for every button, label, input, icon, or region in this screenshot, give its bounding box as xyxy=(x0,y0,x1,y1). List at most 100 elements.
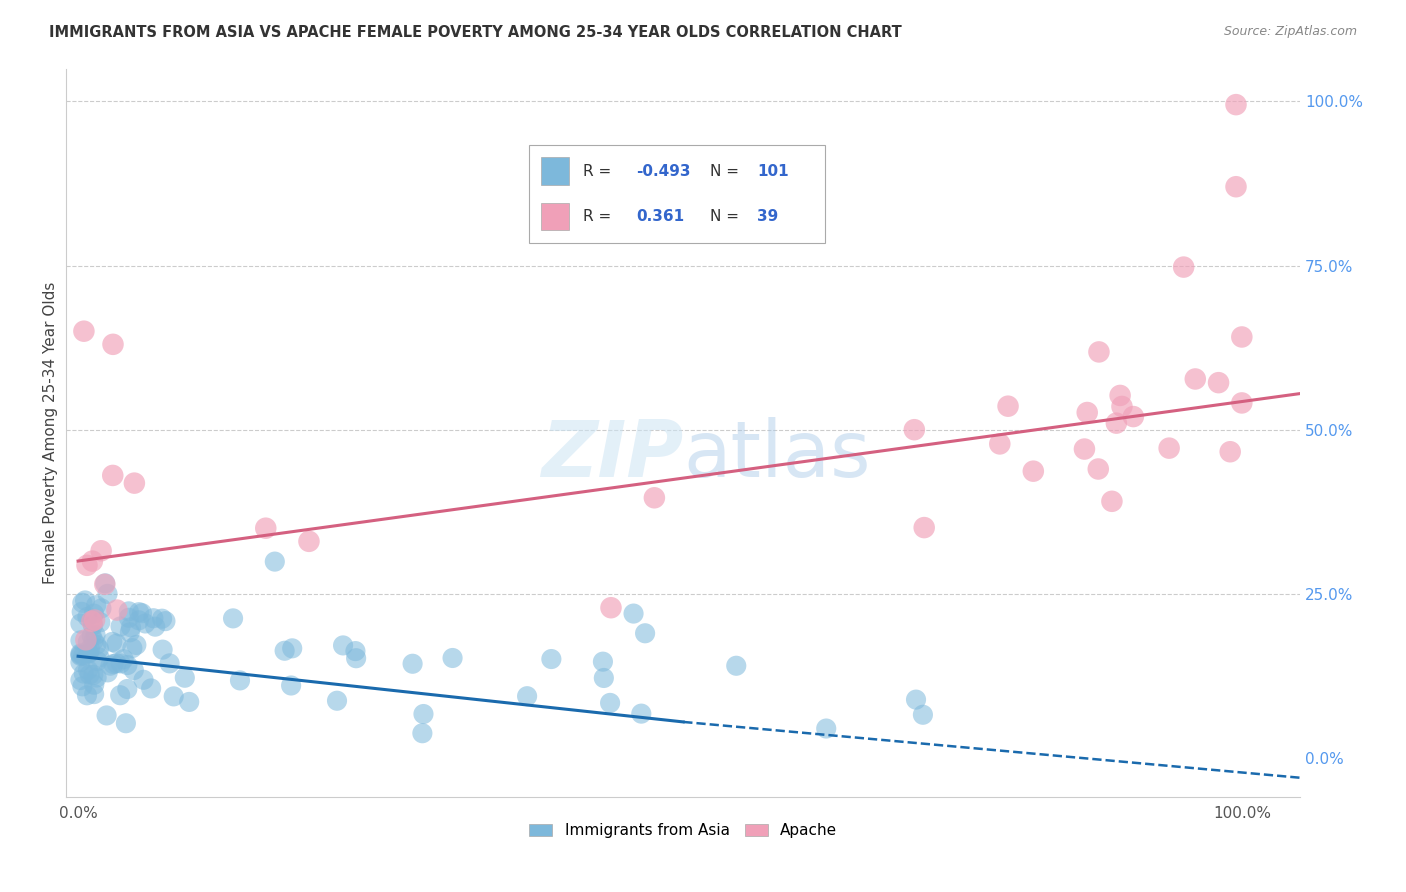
Point xyxy=(69,633,91,648)
Point xyxy=(69,673,91,687)
Point xyxy=(1230,330,1253,344)
Point xyxy=(592,655,614,669)
Point xyxy=(1122,409,1144,424)
Point xyxy=(105,657,128,671)
Point xyxy=(77,647,100,661)
Point xyxy=(1173,260,1195,274)
Point xyxy=(411,726,433,740)
Point xyxy=(163,690,186,704)
Point xyxy=(73,666,96,681)
Legend: Immigrants from Asia, Apache: Immigrants from Asia, Apache xyxy=(523,817,844,845)
Point xyxy=(143,620,166,634)
Point xyxy=(1022,464,1045,478)
Point xyxy=(90,543,112,558)
Point xyxy=(110,657,132,671)
Point xyxy=(76,635,98,649)
Point xyxy=(179,695,201,709)
Point xyxy=(344,651,367,665)
Point xyxy=(1219,444,1241,458)
Point xyxy=(101,468,124,483)
Point xyxy=(173,671,195,685)
Point xyxy=(630,706,652,721)
Point xyxy=(124,476,146,491)
Point xyxy=(142,611,165,625)
Point xyxy=(1225,179,1247,194)
Point xyxy=(412,706,434,721)
Point xyxy=(122,663,145,677)
Y-axis label: Female Poverty Among 25-34 Year Olds: Female Poverty Among 25-34 Year Olds xyxy=(44,282,58,584)
Point xyxy=(108,688,131,702)
Point xyxy=(155,614,177,628)
Point xyxy=(76,688,98,702)
Text: 0.361: 0.361 xyxy=(637,209,685,224)
Point xyxy=(815,722,838,736)
Point xyxy=(159,657,181,671)
Point xyxy=(139,681,162,696)
Point xyxy=(592,671,614,685)
Point xyxy=(69,648,91,663)
Point xyxy=(1101,494,1123,508)
Point xyxy=(125,638,148,652)
Point xyxy=(599,696,621,710)
Point xyxy=(77,646,100,660)
Point xyxy=(132,673,155,687)
Point xyxy=(70,605,93,619)
Point xyxy=(1159,441,1181,455)
Point xyxy=(128,605,150,619)
Point xyxy=(1225,97,1247,112)
Point xyxy=(401,657,423,671)
Point xyxy=(150,612,173,626)
Point xyxy=(120,620,142,634)
Point xyxy=(1073,442,1095,456)
Point xyxy=(105,603,128,617)
Point xyxy=(76,610,98,624)
Point xyxy=(1076,405,1098,419)
Point xyxy=(83,678,105,692)
Point xyxy=(903,423,925,437)
Point xyxy=(912,520,935,534)
Point xyxy=(997,399,1019,413)
Text: Source: ZipAtlas.com: Source: ZipAtlas.com xyxy=(1223,25,1357,38)
Text: 101: 101 xyxy=(758,164,789,178)
Point xyxy=(332,639,354,653)
Point xyxy=(97,665,120,680)
Point xyxy=(152,642,174,657)
Point xyxy=(82,668,104,682)
Point xyxy=(623,607,645,621)
Point xyxy=(84,628,107,642)
Point xyxy=(69,648,91,662)
Point xyxy=(94,576,117,591)
Point xyxy=(105,637,128,651)
Point xyxy=(72,596,94,610)
Point xyxy=(87,641,110,656)
Point xyxy=(100,658,122,673)
Point xyxy=(86,638,108,652)
Point xyxy=(80,629,103,643)
Point xyxy=(229,673,252,688)
Point xyxy=(128,613,150,627)
Point xyxy=(89,615,111,630)
Point xyxy=(86,671,108,685)
Point xyxy=(1184,372,1206,386)
Point xyxy=(101,635,124,649)
Text: N =: N = xyxy=(710,209,744,224)
Point xyxy=(83,687,105,701)
Point xyxy=(1088,345,1111,359)
Point xyxy=(76,558,98,573)
Point xyxy=(263,555,285,569)
Point xyxy=(516,689,538,703)
Point xyxy=(96,587,118,601)
Point xyxy=(634,626,657,640)
Point xyxy=(101,337,124,351)
Point xyxy=(441,651,464,665)
Text: 39: 39 xyxy=(758,209,779,224)
Point xyxy=(1230,396,1253,410)
Point xyxy=(72,679,94,693)
Point xyxy=(905,692,928,706)
Point xyxy=(90,601,112,615)
Text: -0.493: -0.493 xyxy=(637,164,690,178)
Point xyxy=(89,650,111,665)
Point xyxy=(121,641,143,656)
Point xyxy=(84,598,107,612)
Point xyxy=(1087,462,1109,476)
